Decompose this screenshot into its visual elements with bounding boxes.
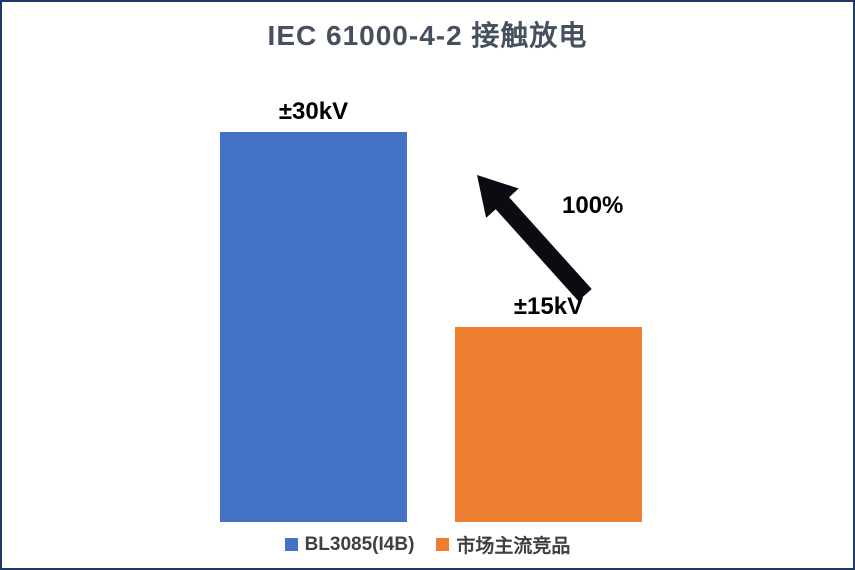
bar-group-competitor: ±15kV (455, 293, 642, 522)
legend-item-competitor: 市场主流竞品 (436, 531, 570, 558)
bar-group-bl3085: ±30kV (220, 98, 407, 522)
chart-title: IEC 61000-4-2 接触放电 (267, 20, 588, 51)
data-label-bl3085: ±30kV (278, 98, 349, 125)
annotation-percent-label: 100% (562, 192, 624, 219)
legend-label-competitor: 市场主流竞品 (456, 536, 571, 557)
legend-item-bl3085: BL3085(I4B) (284, 533, 415, 556)
legend-label-bl3085: BL3085(I4B) (304, 533, 415, 555)
bar-bl3085 (220, 132, 407, 522)
legend-swatch-orange (436, 538, 450, 551)
data-label-competitor: ±15kV (513, 293, 584, 320)
legend-swatch-blue (284, 538, 298, 551)
bar-competitor (455, 327, 642, 522)
legend: BL3085(I4B) 市场主流竞品 (2, 531, 853, 558)
